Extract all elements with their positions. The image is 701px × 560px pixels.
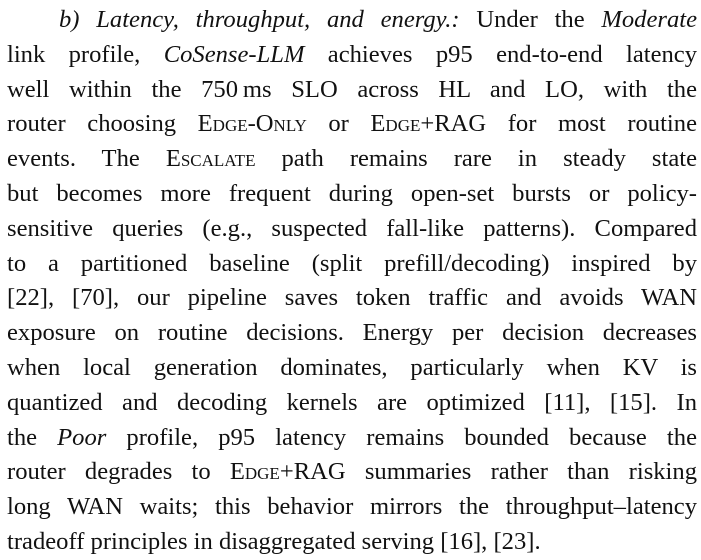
text-segment: [22], [70], our pipeline saves token tra…	[7, 284, 697, 312]
text-segment: Moderate	[601, 6, 697, 33]
text-segment: sensitive queries (e.g., suspected fall-…	[7, 214, 697, 242]
text-line: router degrades to Edge+RAG summaries ra…	[7, 455, 697, 490]
text-segment: router degrades to	[7, 458, 230, 486]
text-segment: Edge+RAG	[370, 110, 487, 138]
text-segment: exposure on routine decisions. Energy pe…	[7, 319, 697, 347]
text-line: sensitive queries (e.g., suspected fall-…	[7, 212, 697, 247]
text-segment: Escalate	[165, 145, 256, 173]
text-segment: Poor	[57, 423, 107, 451]
text-line: the Poor profile, p95 latency remains bo…	[7, 421, 697, 456]
text-line: long WAN waits; this behavior mirrors th…	[7, 490, 697, 525]
text-segment: or	[306, 110, 371, 138]
text-segment: tradeoff principles in disaggregated ser…	[7, 527, 541, 555]
text-line: quantized and decoding kernels are optim…	[7, 386, 697, 421]
text-segment: to a partitioned baseline (split prefill…	[7, 249, 697, 277]
text-segment: but becomes more frequent during open-se…	[7, 179, 697, 207]
text-segment: achieves p95 end-to-end latency	[304, 40, 697, 68]
text-segment: Edge+RAG	[229, 458, 346, 486]
text-line: b) Latency, throughput, and energy.: Und…	[7, 3, 697, 38]
text-segment: quantized and decoding kernels are optim…	[7, 388, 697, 416]
text-segment: long WAN waits; this behavior mirrors th…	[7, 493, 697, 521]
body-paragraph: b) Latency, throughput, and energy.: Und…	[7, 3, 697, 560]
text-segment: the	[7, 423, 58, 451]
text-segment: router choosing	[7, 110, 198, 138]
text-segment: Under the	[459, 6, 602, 33]
text-line: tradeoff principles in disaggregated ser…	[7, 525, 697, 560]
text-segment: for most routine	[486, 110, 697, 138]
text-line: well within the 750 ms SLO across HL and…	[7, 73, 697, 108]
text-line: to a partitioned baseline (split prefill…	[7, 247, 697, 282]
text-line: exposure on routine decisions. Energy pe…	[7, 316, 697, 351]
text-line: router choosing Edge-Only or Edge+RAG fo…	[7, 107, 697, 142]
text-line: when local generation dominates, particu…	[7, 351, 697, 386]
text-segment: profile, p95 latency remains bounded bec…	[106, 423, 697, 451]
text-line: but becomes more frequent during open-se…	[7, 177, 697, 212]
text-segment: path remains rare in steady state	[255, 145, 697, 173]
text-segment: well within the 750 ms SLO across HL and…	[7, 75, 697, 103]
text-line: link profile, CoSense-LLM achieves p95 e…	[7, 38, 697, 73]
text-segment: summaries rather than risking	[345, 458, 697, 486]
text-line: events. The Escalate path remains rare i…	[7, 142, 697, 177]
text-segment: when local generation dominates, particu…	[7, 353, 697, 381]
text-segment: CoSense-LLM	[163, 40, 305, 68]
text-segment: events. The	[7, 145, 166, 173]
text-segment: link profile,	[7, 40, 164, 68]
text-segment: Edge-Only	[197, 110, 307, 138]
section-heading: b) Latency, throughput, and energy.:	[59, 6, 460, 33]
text-line: [22], [70], our pipeline saves token tra…	[7, 281, 697, 316]
